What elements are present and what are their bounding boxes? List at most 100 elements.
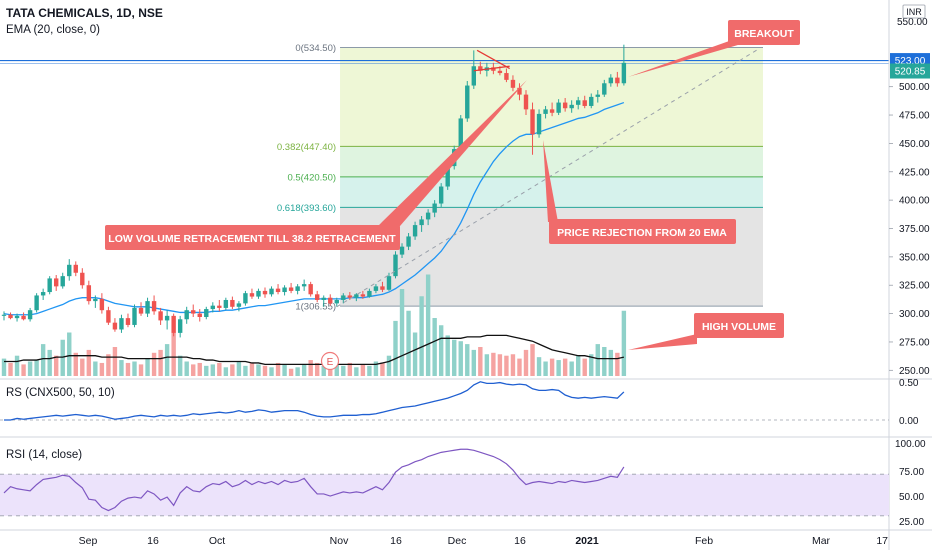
candle-body xyxy=(177,319,183,333)
volume-bar xyxy=(288,368,294,376)
volume-bar xyxy=(99,362,105,376)
volume-bar xyxy=(301,364,307,376)
price-tick-label: 400.00 xyxy=(899,196,930,207)
volume-bar xyxy=(321,365,326,376)
volume-bar xyxy=(158,349,163,376)
candle-body xyxy=(308,284,313,295)
volume-bars xyxy=(1,274,627,376)
volume-bar xyxy=(367,365,372,376)
candle-body xyxy=(602,83,607,95)
time-axis[interactable]: Sep 16 Oct Nov 16 Dec 16 2021 Feb Mar 17 xyxy=(79,535,888,547)
candle-body xyxy=(504,73,509,80)
candle-body xyxy=(393,254,398,277)
candle-body xyxy=(347,295,353,298)
candle-body xyxy=(171,315,176,333)
callout-breakout[interactable] xyxy=(728,20,800,45)
volume-ma-line xyxy=(4,334,625,366)
candle-body xyxy=(465,85,470,119)
candle-body xyxy=(8,314,13,319)
candle-body xyxy=(341,295,346,300)
volume-bar xyxy=(197,362,202,376)
candle-body xyxy=(556,102,561,113)
price-axis[interactable]: 250.00 275.00 300.00 325.00 350.00 375.00 400.… xyxy=(889,82,930,377)
candle-body xyxy=(262,290,268,295)
candle-body xyxy=(301,284,307,287)
candle-body xyxy=(445,166,450,187)
volume-bar xyxy=(373,361,379,376)
candle-body xyxy=(197,313,202,317)
volume-bar xyxy=(380,362,385,376)
time-tick-label: Mar xyxy=(812,535,831,547)
callout-rejection-pointer xyxy=(543,140,558,222)
volume-bar xyxy=(582,358,587,376)
volume-bar xyxy=(191,364,196,376)
price-tick-label: 475.00 xyxy=(899,111,930,122)
candle-body xyxy=(582,100,587,106)
candle-body xyxy=(223,299,229,308)
callout-rejection[interactable] xyxy=(549,219,736,244)
candle-body xyxy=(595,94,600,97)
volume-bar xyxy=(608,349,614,376)
volume-bar xyxy=(334,364,339,376)
earnings-marker[interactable]: E xyxy=(320,351,340,371)
time-tick-label: Dec xyxy=(448,535,467,547)
volume-bar xyxy=(536,357,542,376)
volume-bar xyxy=(308,360,313,376)
volume-bar xyxy=(393,320,398,376)
callout-rejection-text: PRICE REJECTION FROM 20 EMA xyxy=(557,227,727,239)
candle-body xyxy=(164,315,170,321)
fib-zone-0382-05 xyxy=(340,146,763,177)
flag-line xyxy=(473,65,510,72)
volume-bar xyxy=(34,360,39,376)
candle-body xyxy=(282,287,287,293)
volume-bar xyxy=(360,364,366,376)
volume-bar xyxy=(354,367,359,376)
volume-bar xyxy=(236,361,242,376)
volume-bar xyxy=(621,310,627,376)
volume-bar xyxy=(543,361,548,376)
price-tick-label: 500.00 xyxy=(899,82,930,93)
volume-bar xyxy=(106,354,111,376)
callout-low-volume[interactable] xyxy=(105,225,400,250)
candle-body xyxy=(112,322,118,330)
candle-body xyxy=(589,96,594,106)
candle-body xyxy=(471,66,476,86)
candle-body xyxy=(54,278,59,287)
price-current-label: 520.85 xyxy=(895,67,926,78)
volume-bar xyxy=(164,344,170,376)
rsi-tick-25: 25.00 xyxy=(899,517,924,528)
candle-body xyxy=(236,303,242,307)
volume-bar xyxy=(177,355,183,376)
volume-bar xyxy=(602,347,607,376)
candle-body xyxy=(151,301,157,312)
callout-high-volume[interactable] xyxy=(694,313,784,338)
candle-body xyxy=(530,109,535,135)
time-tick-label: Sep xyxy=(79,535,98,547)
candle-body xyxy=(1,314,7,316)
volume-bar xyxy=(275,362,281,376)
candle-body xyxy=(315,294,320,300)
volume-bar xyxy=(386,355,392,376)
candle-body xyxy=(243,293,248,304)
volume-bar xyxy=(262,365,268,376)
volume-bar xyxy=(432,318,437,376)
time-tick-label: 2021 xyxy=(575,535,599,547)
candle-body xyxy=(510,79,516,88)
volume-bar xyxy=(243,365,248,376)
candle-body xyxy=(106,310,111,323)
rsi-tick-50: 50.00 xyxy=(899,492,924,503)
currency-badge[interactable]: INR xyxy=(902,4,926,19)
candle-body xyxy=(73,264,78,273)
volume-bar xyxy=(14,355,20,376)
volume-bar xyxy=(595,344,600,376)
candle-body xyxy=(21,315,26,320)
ema-legend: EMA (20, close, 0) xyxy=(6,24,100,36)
candle-body xyxy=(367,290,372,297)
currency-label: INR xyxy=(906,7,922,17)
volume-bar xyxy=(151,352,157,376)
fib-label: 0.5(420.50) xyxy=(287,172,336,183)
price-tick-label: 375.00 xyxy=(899,224,930,235)
candle-body xyxy=(80,272,85,286)
candle-body xyxy=(67,264,72,277)
